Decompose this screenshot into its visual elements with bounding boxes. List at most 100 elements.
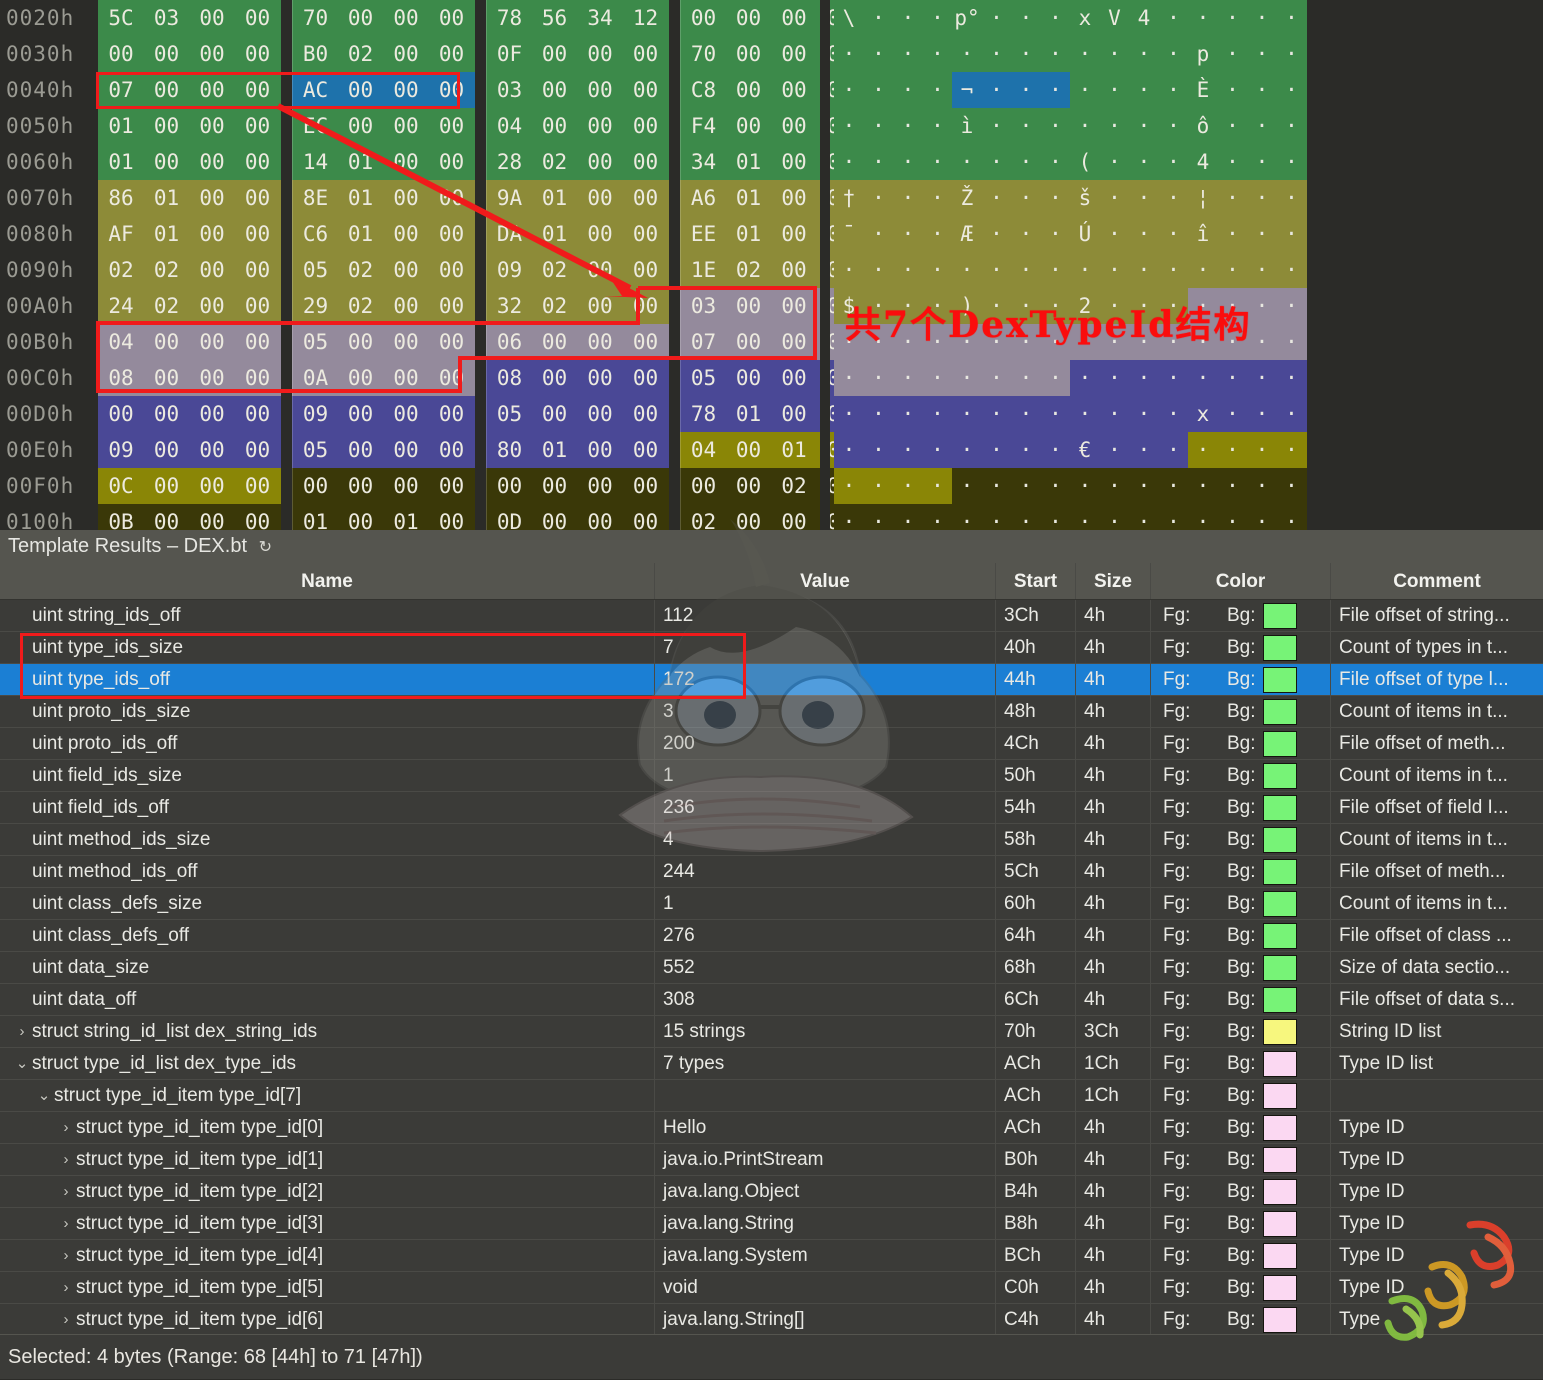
hex-ascii-cell[interactable]: · (952, 468, 982, 504)
hex-row[interactable]: 00E0h09000000050000008001000004000100···… (0, 432, 1543, 468)
hex-ascii-cell[interactable]: · (1070, 504, 1100, 530)
hex-byte-cell[interactable]: 86 (98, 180, 144, 216)
hex-ascii-cell[interactable]: · (1129, 216, 1159, 252)
hex-byte-cell[interactable]: 14 (292, 144, 338, 180)
hex-byte-cell[interactable]: 00 (531, 324, 578, 360)
hex-byte-cell[interactable]: 00 (577, 216, 623, 252)
hex-byte-cell[interactable]: B0 (292, 36, 338, 72)
hex-ascii-cell[interactable]: · (1040, 324, 1071, 360)
cell-comment[interactable]: Count of items in t... (1330, 760, 1543, 791)
color-bg-label[interactable]: Bg: (1227, 637, 1256, 658)
hex-ascii-cell[interactable]: · (952, 36, 982, 72)
hex-byte-cell[interactable]: 02 (337, 288, 384, 324)
hex-row[interactable]: 0090h0202000005020000090200001E020000···… (0, 252, 1543, 288)
hex-ascii-cell[interactable]: · (1247, 396, 1277, 432)
cell-name[interactable]: uint field_ids_size (0, 760, 654, 791)
hex-row[interactable]: 00B0h04000000050000000600000007000000···… (0, 324, 1543, 360)
hex-row[interactable]: 00A0h24020000290200003202000003000000$··… (0, 288, 1543, 324)
hex-byte-cell[interactable]: 00 (428, 36, 475, 72)
cell-comment[interactable]: String ID list (1330, 1016, 1543, 1047)
hex-ascii-cell[interactable]: · (1217, 36, 1248, 72)
hex-ascii-cell[interactable]: · (1099, 252, 1130, 288)
color-fg-label[interactable]: Fg: (1163, 1213, 1191, 1234)
hex-ascii-cell[interactable]: · (893, 0, 923, 36)
hex-ascii-cell[interactable]: · (1276, 36, 1307, 72)
hex-ascii-cell[interactable]: · (1070, 396, 1100, 432)
hex-byte-cell[interactable]: 00 (680, 0, 726, 36)
hex-byte-cell[interactable]: 00 (234, 360, 281, 396)
hex-byte-cell[interactable]: 00 (622, 180, 669, 216)
cell-start[interactable]: ACh (995, 1112, 1075, 1143)
hex-ascii-cell[interactable]: · (1158, 108, 1189, 144)
hex-ascii-cell[interactable]: · (1158, 396, 1189, 432)
hex-ascii-cell[interactable]: 4 (1188, 144, 1218, 180)
hex-ascii-cell[interactable]: · (952, 432, 982, 468)
hex-ascii-cell[interactable]: · (863, 468, 894, 504)
hex-ascii-cell[interactable]: · (922, 396, 953, 432)
hex-ascii-cell[interactable]: · (1070, 72, 1100, 108)
hex-byte-cell[interactable]: 78 (680, 396, 726, 432)
cell-size[interactable]: 3Ch (1075, 1016, 1150, 1047)
hex-ascii-cell[interactable]: · (1276, 144, 1307, 180)
hex-byte-cell[interactable]: 00 (234, 72, 281, 108)
hex-byte-cell[interactable]: 00 (725, 288, 772, 324)
hex-ascii-cell[interactable]: · (1129, 324, 1159, 360)
hex-ascii-cell[interactable]: · (1129, 288, 1159, 324)
hex-byte-cell[interactable]: 0F (486, 36, 532, 72)
hex-ascii-cell[interactable]: · (893, 108, 923, 144)
hex-byte-cell[interactable]: 00 (383, 288, 429, 324)
hex-ascii-cell[interactable]: · (1158, 504, 1189, 530)
cell-color[interactable]: Fg: Bg: (1150, 792, 1330, 823)
hex-byte-cell[interactable]: 00 (337, 468, 384, 504)
hex-ascii-cell[interactable]: · (893, 360, 923, 396)
cell-name[interactable]: uint class_defs_off (0, 920, 654, 951)
hex-ascii-cell[interactable]: · (1276, 252, 1307, 288)
hex-byte-cell[interactable]: 01 (725, 144, 772, 180)
hex-ascii-cell[interactable]: · (922, 504, 953, 530)
hex-ascii-cell[interactable]: · (1011, 180, 1041, 216)
hex-row[interactable]: 0050h01000000EC00000004000000F4000000···… (0, 108, 1543, 144)
hex-byte-cell[interactable]: 00 (337, 324, 384, 360)
hex-ascii-cell[interactable]: · (1247, 36, 1277, 72)
hex-byte-cell[interactable]: 00 (771, 252, 817, 288)
cell-size[interactable]: 4h (1075, 1240, 1150, 1271)
hex-ascii-cell[interactable]: · (1217, 0, 1248, 36)
hex-byte-cell[interactable]: 8E (292, 180, 338, 216)
hex-ascii-cell[interactable]: · (1040, 396, 1071, 432)
hex-ascii-cell[interactable]: p (1188, 36, 1218, 72)
hex-row[interactable]: 0070h860100008E0100009A010000A6010000†··… (0, 180, 1543, 216)
refresh-icon[interactable]: ↻ (258, 539, 272, 556)
hex-ascii-cell[interactable]: · (834, 72, 864, 108)
hex-ascii-cell[interactable]: · (1217, 252, 1248, 288)
hex-ascii-cell[interactable]: · (981, 396, 1012, 432)
hex-ascii-cell[interactable]: p° (952, 0, 982, 36)
color-swatch[interactable] (1263, 1051, 1297, 1077)
cell-name[interactable]: uint field_ids_off (0, 792, 654, 823)
hex-ascii-cell[interactable]: · (834, 468, 864, 504)
hex-byte-cell[interactable]: 00 (143, 108, 190, 144)
hex-ascii-cell[interactable]: · (1129, 360, 1159, 396)
hex-byte-cell[interactable]: EC (292, 108, 338, 144)
hex-ascii-cell[interactable]: · (1099, 180, 1130, 216)
hex-ascii-cell[interactable]: · (1099, 36, 1130, 72)
hex-byte-cell[interactable]: 00 (531, 468, 578, 504)
hex-ascii-cell[interactable]: · (1158, 180, 1189, 216)
hex-byte-cell[interactable]: 00 (577, 360, 623, 396)
table-row[interactable]: ⌄ struct type_id_list dex_type_ids 7 types… (0, 1048, 1543, 1080)
cell-size[interactable]: 4h (1075, 1304, 1150, 1335)
hex-ascii-cell[interactable]: · (922, 468, 953, 504)
cell-color[interactable]: Fg: Bg: (1150, 1016, 1330, 1047)
cell-start[interactable]: 5Ch (995, 856, 1075, 887)
chevron-down-icon[interactable]: ⌄ (15, 1055, 29, 1072)
cell-start[interactable]: BCh (995, 1240, 1075, 1271)
hex-byte-cell[interactable]: 00 (383, 252, 429, 288)
color-bg-label[interactable]: Bg: (1227, 1085, 1256, 1106)
hex-ascii-cell[interactable]: · (1276, 216, 1307, 252)
hex-ascii-cell[interactable]: · (1158, 468, 1189, 504)
hex-ascii-cell[interactable]: · (1129, 468, 1159, 504)
cell-start[interactable]: 68h (995, 952, 1075, 983)
hex-ascii-cell[interactable]: · (893, 216, 923, 252)
hex-byte-cell[interactable]: 00 (143, 396, 190, 432)
hex-ascii-cell[interactable]: · (1011, 360, 1041, 396)
cell-size[interactable]: 4h (1075, 632, 1150, 663)
